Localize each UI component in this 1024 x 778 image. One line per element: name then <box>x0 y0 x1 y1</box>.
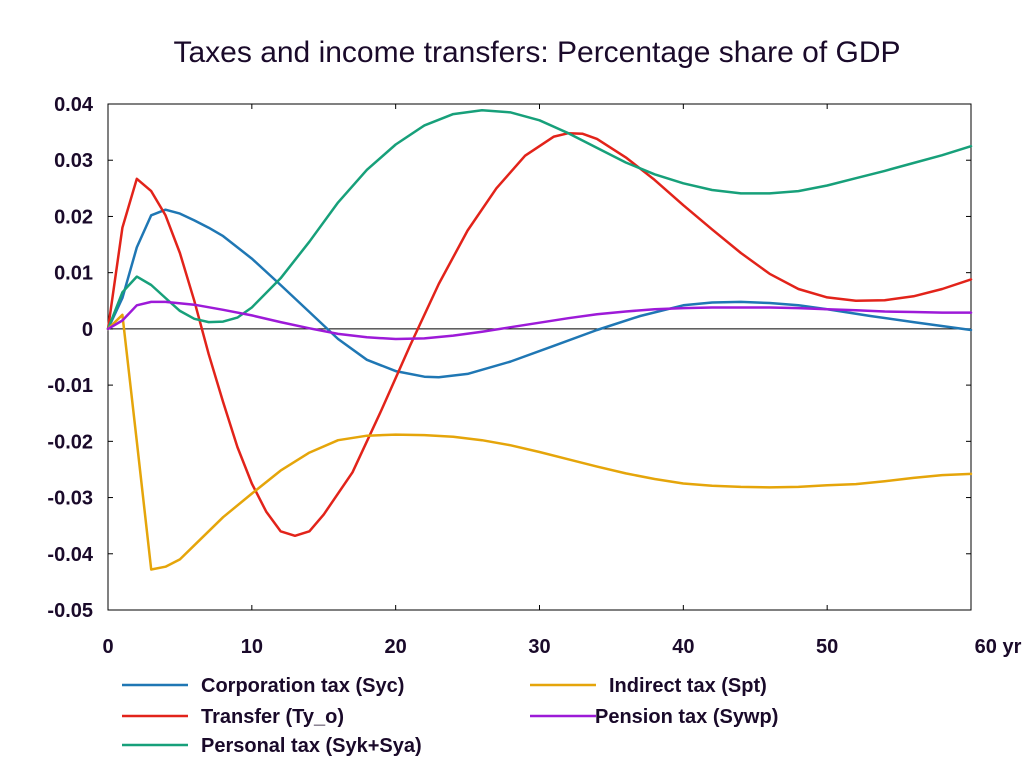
series-line-2 <box>106 131 973 538</box>
x-tick-label: 10 <box>241 636 263 658</box>
y-tick-label: -0.05 <box>47 600 93 622</box>
series-line-4 <box>106 313 973 571</box>
axes: 0.04 0.03 0.02 0.01 0 -0.01 -0.02 -0.03 -0.04 -0.… <box>47 94 1021 658</box>
x-tick-label: 30 <box>528 636 550 658</box>
y-tick-label: 0.02 <box>54 206 93 228</box>
y-tick-label: 0 <box>82 319 93 341</box>
legend-label: Indirect tax (Spt) <box>609 675 767 697</box>
y-tick-label: -0.03 <box>47 488 93 510</box>
legend-label: Pension tax (Sywp) <box>595 706 778 728</box>
y-tick-label: -0.04 <box>47 544 93 566</box>
x-tick-label: 20 <box>385 636 407 658</box>
x-tick-label: 60 yr <box>975 636 1022 658</box>
series-line-5 <box>106 300 973 341</box>
y-tick-label: -0.02 <box>47 431 93 453</box>
legend: Corporation tax (Syc) Transfer (Ty_o) Pers… <box>122 675 778 757</box>
chart-title: Taxes and income transfers: Percentage s… <box>173 36 900 69</box>
legend-label: Transfer (Ty_o) <box>201 706 344 728</box>
y-tick-label: 0.01 <box>54 263 93 285</box>
x-tick-label: 40 <box>672 636 694 658</box>
y-tick-label: -0.01 <box>47 375 93 397</box>
x-tick-label: 0 <box>102 636 113 658</box>
legend-label: Personal tax (Syk+Sya) <box>201 735 422 757</box>
legend-label: Corporation tax (Syc) <box>201 675 404 697</box>
series-line-3 <box>106 108 973 331</box>
series-lines <box>106 108 973 571</box>
y-tick-label: 0.04 <box>54 94 94 116</box>
y-tick-label: 0.03 <box>54 150 93 172</box>
x-tick-label: 50 <box>816 636 838 658</box>
series-line-1 <box>106 208 973 379</box>
